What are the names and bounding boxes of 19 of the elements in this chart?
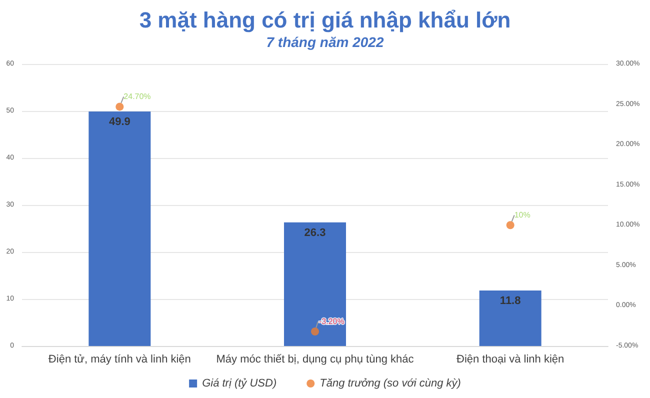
point bbox=[116, 102, 124, 111]
x-tick-label: Điện thoại và linh kiện bbox=[456, 354, 564, 366]
data-label: 10% bbox=[514, 210, 530, 220]
chart-title: 3 mặt hàng có trị giá nhập khẩu lớn bbox=[139, 8, 511, 32]
bar bbox=[88, 111, 151, 346]
data-label: 49.9 bbox=[108, 116, 130, 128]
legend-label: Giá trị (tỷ USD) bbox=[202, 378, 277, 390]
bar bbox=[479, 290, 542, 346]
data-label: -3.20% bbox=[319, 316, 344, 326]
x-tick-label: Máy móc thiết bị, dụng cụ phụ tùng khác bbox=[216, 354, 414, 366]
point bbox=[311, 328, 319, 336]
legend-label: Tăng trưởng (so với cùng kỳ) bbox=[320, 378, 462, 390]
x-tick-label: Điện tử, máy tính và linh kiện bbox=[48, 354, 191, 366]
chart-subtitle: 7 tháng năm 2022 bbox=[266, 34, 384, 50]
point bbox=[506, 221, 514, 230]
data-label: 26.3 bbox=[304, 226, 326, 239]
bar bbox=[284, 222, 346, 346]
data-label: 24.70% bbox=[124, 92, 151, 102]
data-label: 11.8 bbox=[500, 295, 521, 308]
